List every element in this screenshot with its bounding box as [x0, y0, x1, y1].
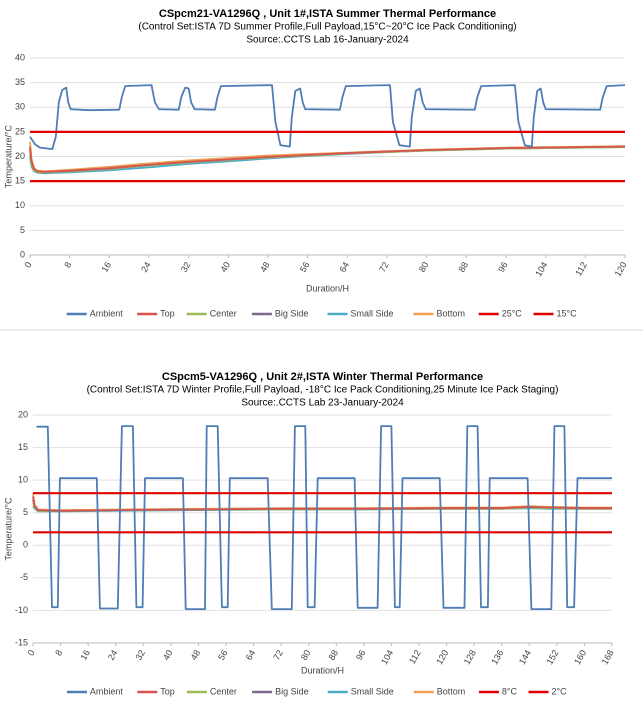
x-axis-label: Duration/H	[301, 665, 344, 675]
legend-label: Top	[160, 686, 175, 696]
legend-label: Ambient	[90, 686, 124, 696]
x-tick-label: 72	[271, 648, 285, 662]
y-tick-label: 10	[15, 200, 25, 210]
x-tick-label: 64	[244, 648, 258, 662]
legend-label: Small Side	[351, 308, 394, 318]
x-tick-label: 0	[26, 648, 37, 657]
chart-title: CSpcm21-VA1296Q , Unit 1#,ISTA Summer Th…	[159, 8, 496, 20]
chart-subtitle: (Control Set:ISTA 7D Summer Profile,Full…	[138, 22, 516, 33]
x-axis-label: Duration/H	[306, 283, 349, 293]
y-axis-label: Temperature/°C	[3, 497, 13, 561]
x-tick-label: 56	[216, 648, 230, 662]
x-tick-label: 48	[189, 648, 203, 662]
y-tick-label: 15	[18, 442, 28, 452]
x-tick-label: 8	[62, 260, 73, 269]
y-tick-label: 5	[20, 225, 25, 235]
y-tick-label: 5	[23, 507, 28, 517]
x-tick-label: 16	[78, 648, 92, 662]
legend-label: Center	[210, 686, 237, 696]
y-tick-label: 25	[15, 126, 25, 136]
y-tick-label: 0	[23, 540, 28, 550]
legend-label: Small Side	[351, 686, 394, 696]
x-tick-label: 80	[299, 648, 313, 662]
x-tick-label: 32	[179, 260, 193, 274]
x-tick-label: 72	[377, 260, 391, 274]
y-tick-label: 35	[15, 77, 25, 87]
x-tick-label: 24	[139, 260, 153, 274]
legend-label: 15°C	[557, 308, 578, 318]
legend-label: 2°C	[552, 686, 568, 696]
series-line	[29, 145, 626, 173]
x-tick-label: 80	[417, 260, 431, 274]
y-tick-label: -10	[15, 605, 28, 615]
x-tick-label: 88	[456, 260, 470, 274]
y-tick-label: 20	[15, 151, 25, 161]
x-tick-label: 64	[337, 260, 351, 274]
chart-subtitle: (Control Set:ISTA 7D Winter Profile,Full…	[87, 385, 559, 396]
legend-label: 25°C	[502, 308, 523, 318]
x-tick-label: 96	[496, 260, 510, 274]
x-tick-label: 88	[326, 648, 340, 662]
legend-label: Top	[160, 308, 175, 318]
x-tick-label: 0	[23, 260, 34, 269]
y-tick-label: 30	[15, 102, 25, 112]
y-axis-label: Temperature/°C	[3, 124, 13, 188]
y-tick-label: -5	[20, 572, 28, 582]
chart-source: Source:.CCTS Lab 16-January-2024	[246, 35, 409, 46]
series-line	[29, 84, 626, 150]
y-tick-label: 40	[15, 52, 25, 62]
y-tick-label: 10	[18, 475, 28, 485]
series-line	[32, 496, 612, 512]
x-tick-label: 48	[258, 260, 272, 274]
y-tick-label: 20	[18, 409, 28, 419]
x-tick-label: 96	[354, 648, 368, 662]
x-tick-label: 32	[133, 648, 147, 662]
legend-label: Ambient	[90, 308, 124, 318]
legend-label: Big Side	[275, 308, 309, 318]
x-tick-label: 16	[99, 260, 113, 274]
legend-label: Bottom	[437, 308, 466, 318]
x-tick-label: 24	[106, 648, 120, 662]
legend-label: Bottom	[437, 686, 466, 696]
legend-label: Big Side	[275, 686, 309, 696]
y-tick-label: 0	[20, 249, 25, 259]
legend-label: 8°C	[502, 686, 518, 696]
x-tick-label: 8	[53, 648, 64, 657]
chart-source: Source:.CCTS Lab 23-January-2024	[241, 398, 404, 409]
x-tick-label: 40	[218, 260, 232, 274]
y-tick-label: -15	[15, 637, 28, 647]
chart-title: CSpcm5-VA1296Q , Unit 2#,ISTA Winter The…	[162, 371, 483, 383]
x-tick-label: 40	[161, 648, 175, 662]
y-tick-label: 15	[15, 176, 25, 186]
series-line	[36, 425, 612, 610]
legend-label: Center	[210, 308, 237, 318]
x-tick-label: 56	[298, 260, 312, 274]
